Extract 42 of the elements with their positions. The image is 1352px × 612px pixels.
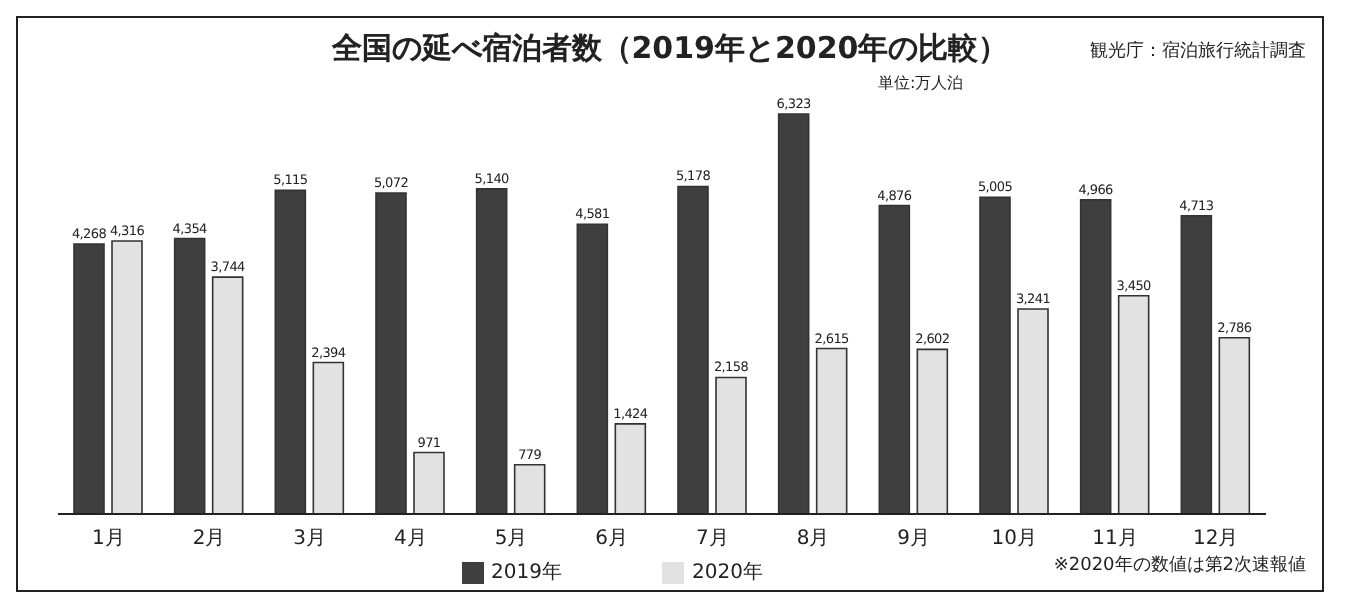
bar: [1218, 336, 1251, 515]
x-tick-label: 1月: [91, 528, 125, 551]
bar: [815, 347, 848, 515]
bar: [475, 188, 508, 515]
bar: [878, 204, 911, 515]
bar: [413, 451, 445, 515]
text: ※2020年の数値は第2次速報値: [1053, 553, 1306, 578]
x-tick-label: 7月: [695, 528, 729, 551]
bar: [375, 192, 407, 515]
x-tick-label: 4月: [393, 528, 427, 551]
bar: [111, 240, 143, 515]
bar: [614, 423, 647, 515]
bar: [73, 243, 105, 515]
bar: [274, 189, 307, 515]
bar: [715, 376, 747, 515]
x-tick-label: 8月: [796, 528, 830, 551]
x-tick-label: 2月: [192, 528, 226, 551]
bar: [1079, 199, 1112, 515]
bar: [979, 196, 1011, 515]
x-tick-label: 6月: [595, 528, 629, 551]
bar: [1117, 294, 1150, 515]
bar: [1180, 215, 1213, 515]
x-tick-label: 3月: [293, 528, 327, 551]
text: 観光庁：宿泊旅行統計調査: [1090, 39, 1306, 64]
legend-label: 2020年: [692, 562, 763, 584]
chart-title: 全国の延べ宿泊者数（2019年と2020年の比較）: [331, 30, 1009, 66]
bar: [576, 223, 609, 515]
bar: [916, 348, 949, 515]
x-tick-label: 11月: [1092, 528, 1138, 551]
bar: [211, 276, 244, 515]
bar: [1017, 308, 1049, 515]
bar: [677, 185, 709, 515]
bar: [777, 113, 810, 515]
x-tick-label: 12月: [1192, 528, 1239, 551]
chart-subtitle: 単位:万人泊: [878, 72, 964, 94]
x-tick-label: 10月: [991, 528, 1038, 551]
x-tick-label: 9月: [897, 528, 931, 551]
bar: [173, 237, 206, 515]
legend-label: 2019年: [491, 562, 562, 584]
bar: [513, 463, 546, 515]
bar: [312, 361, 345, 515]
x-tick-label: 5月: [494, 528, 528, 551]
